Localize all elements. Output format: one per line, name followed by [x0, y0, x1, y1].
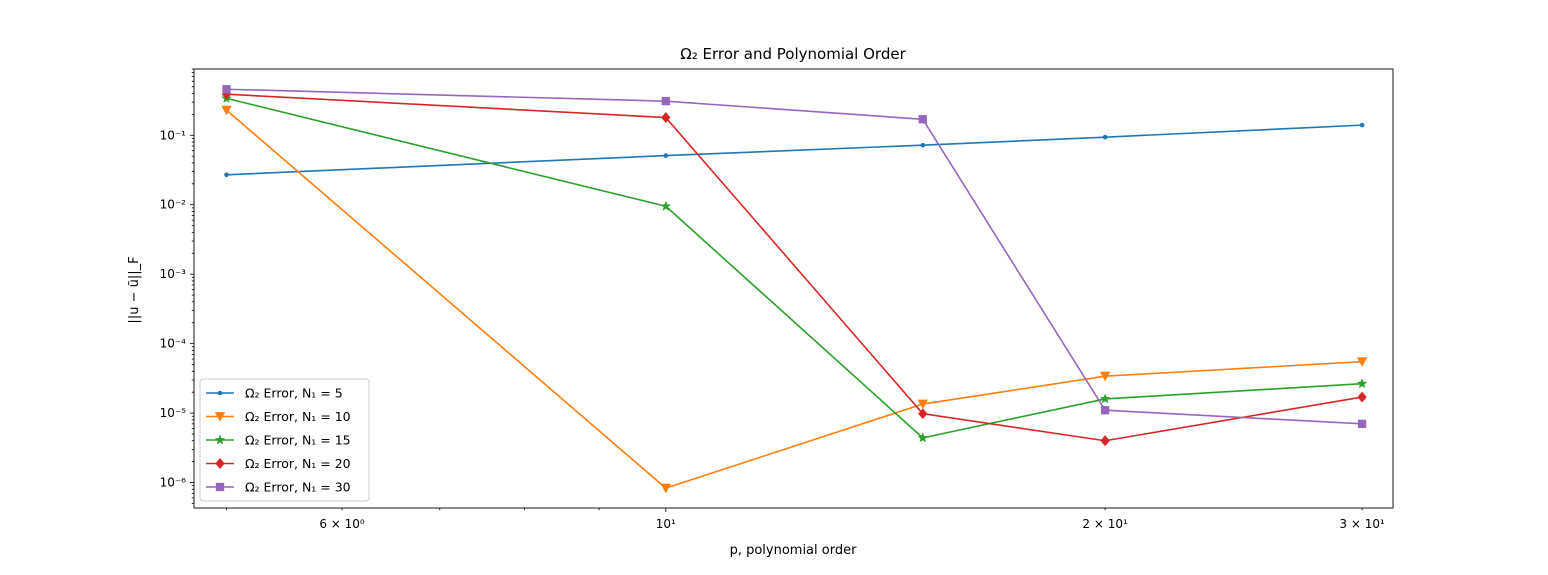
series-1-point — [1359, 122, 1365, 128]
legend-item-4: Ω₂ Error, N₁ = 20 — [206, 456, 351, 471]
legend-label: Ω₂ Error, N₁ = 30 — [245, 480, 351, 495]
series-5-point — [1100, 406, 1110, 415]
legend-item-3: Ω₂ Error, N₁ = 15 — [206, 433, 351, 448]
legend-marker — [217, 390, 223, 396]
series-5-point — [918, 115, 927, 124]
legend: Ω₂ Error, N₁ = 5 Ω₂ Error, N₁ = 10 Ω₂ Erro… — [199, 378, 370, 502]
plot-frame — [193, 68, 1394, 509]
series-2 — [221, 105, 1368, 494]
series-4-point — [661, 112, 671, 124]
x-tick-label: 10¹ — [656, 517, 676, 531]
legend-marker — [214, 412, 226, 422]
y-tick-label: 10⁻³ — [160, 267, 187, 281]
series-3-point — [917, 432, 928, 443]
series-1-point — [1102, 134, 1108, 140]
y-tick-label: 10⁻⁶ — [160, 476, 187, 490]
axes-layer: 10⁻⁶ 10⁻⁵ 10⁻⁴ 10⁻³ 10⁻² 10⁻¹ 6 × 10⁰ 10¹ 2 × 10… — [160, 68, 1394, 531]
legend-label: Ω₂ Error, N₁ = 15 — [245, 433, 351, 448]
series-5-point — [661, 96, 670, 106]
series-5-point — [222, 85, 231, 94]
series-2-point — [1356, 357, 1368, 367]
series-4-point — [918, 408, 928, 420]
series-4 — [221, 88, 1367, 447]
series-2-point — [660, 483, 672, 494]
legend-box — [199, 378, 370, 502]
legend-marker — [215, 482, 225, 492]
series-5-point — [1357, 419, 1367, 429]
series-1 — [224, 122, 1365, 178]
x-tick-label: 6 × 10⁰ — [319, 517, 365, 531]
legend-label: Ω₂ Error, N₁ = 20 — [245, 456, 351, 471]
series-1-point — [920, 142, 926, 148]
legend-marker — [215, 458, 225, 469]
series-4-point — [1100, 435, 1110, 447]
series-layer — [221, 85, 1368, 494]
series-5 — [222, 85, 1367, 429]
y-tick-label: 10⁻⁵ — [160, 406, 187, 420]
legend-marker — [214, 434, 226, 445]
legend-label: Ω₂ Error, N₁ = 5 — [245, 386, 343, 401]
legend-item-2: Ω₂ Error, N₁ = 10 — [206, 409, 351, 424]
x-axis-label: p, polynomial order — [730, 543, 858, 558]
series-2-point — [221, 105, 232, 116]
series-3-point — [1099, 393, 1111, 404]
series-2-point — [1099, 371, 1111, 382]
x-tick-label: 3 × 10¹ — [1339, 517, 1385, 531]
series-2-point — [917, 399, 928, 410]
y-tick-label: 10⁻⁴ — [160, 337, 187, 351]
series-1-point — [224, 172, 229, 178]
x-tick-label: 2 × 10¹ — [1082, 517, 1128, 531]
chart-title: Ω₂ Error and Polynomial Order — [680, 45, 906, 63]
series-3-point — [1356, 378, 1368, 389]
series-1-point — [663, 153, 669, 158]
y-axis-label: ||u − ũ||_F — [127, 256, 142, 323]
series-3-point — [660, 200, 671, 211]
y-tick-label: 10⁻¹ — [160, 128, 187, 142]
legend-item-5: Ω₂ Error, N₁ = 30 — [206, 480, 351, 495]
legend-label: Ω₂ Error, N₁ = 10 — [245, 409, 351, 424]
y-tick-label: 10⁻² — [160, 198, 187, 212]
legend-item-1: Ω₂ Error, N₁ = 5 — [206, 386, 343, 401]
series-4-point — [1357, 391, 1367, 403]
